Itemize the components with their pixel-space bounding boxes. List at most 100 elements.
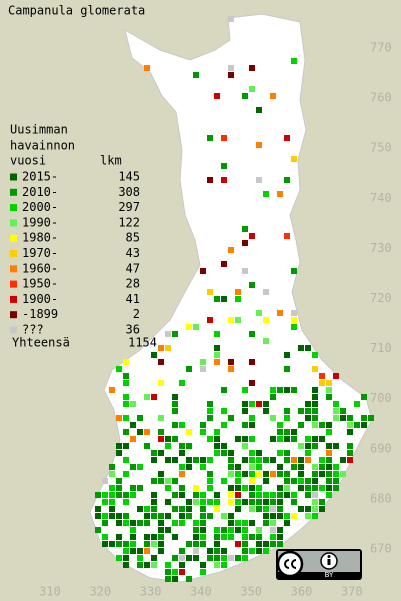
square [123,492,129,498]
observation-squares [95,16,374,582]
square [319,471,325,477]
square [228,555,234,561]
square [165,527,171,533]
square [109,513,115,519]
square [193,457,199,463]
square [263,408,269,414]
by-glyph [327,559,331,565]
square [347,443,353,449]
square [158,345,164,351]
square [249,492,255,498]
square [277,450,283,456]
square [291,429,297,435]
legend-heading: Uusimman [10,123,68,137]
square [102,499,108,505]
square [312,513,318,519]
square [144,548,150,554]
square [116,555,122,561]
square [228,527,234,533]
square [242,555,248,561]
square [256,142,262,148]
square [249,65,255,71]
square [193,555,199,561]
square [256,310,262,316]
square [165,331,171,337]
square [249,422,255,428]
legend-count: 41 [126,292,140,306]
square [228,366,234,372]
square [221,555,227,561]
square [221,562,227,568]
square [284,457,290,463]
legend-label: 1970- [22,246,58,260]
square [333,464,339,470]
square [158,359,164,365]
square [270,471,276,477]
square [130,527,136,533]
square [347,422,353,428]
square [242,457,248,463]
legend-label: 2010- [22,185,58,199]
square [270,513,276,519]
square [123,555,129,561]
square [214,555,220,561]
legend-heading: havainnon [10,139,75,153]
square [221,163,227,169]
square [214,93,220,99]
square [277,310,283,316]
square [186,499,192,505]
square [319,506,325,512]
square [249,478,255,484]
square [214,492,220,498]
square [151,555,157,561]
square [158,534,164,540]
square [123,394,129,400]
square [158,436,164,442]
square [200,506,206,512]
square [228,492,234,498]
square [221,422,227,428]
square [221,534,227,540]
square [172,555,178,561]
legend-count: 28 [126,277,140,291]
legend-count: 43 [126,246,140,260]
square [228,415,234,421]
square [235,471,241,477]
y-tick-label: 750 [370,141,392,155]
square [270,457,276,463]
square [242,226,248,232]
square [319,373,325,379]
square [298,443,304,449]
square [221,548,227,554]
square [235,520,241,526]
square [179,464,185,470]
square [123,499,129,505]
square [116,366,122,372]
square [172,569,178,575]
square [263,457,269,463]
square [151,450,157,456]
square [263,541,269,547]
legend-swatch [10,219,17,227]
square [109,387,115,393]
square [249,86,255,92]
square [284,415,290,421]
square [214,359,220,365]
square [291,156,297,162]
square [333,443,339,449]
legend-count: 47 [126,261,140,275]
square [130,541,136,547]
square [179,380,185,386]
square [116,520,122,526]
square [116,478,122,484]
y-tick-label: 710 [370,341,392,355]
square [242,422,248,428]
square [340,408,346,414]
square [137,520,143,526]
square [347,415,353,421]
square [319,436,325,442]
legend-swatch [10,311,17,319]
square [179,422,185,428]
square [123,359,129,365]
square [200,457,206,463]
